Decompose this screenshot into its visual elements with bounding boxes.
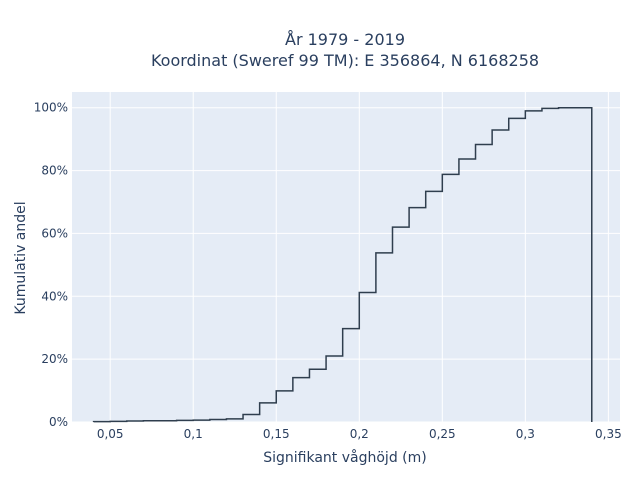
y-tick-label: 20% [41,352,68,366]
y-axis-ticks: 0% 20% 40% 60% 80% 100% [34,101,68,429]
x-tick-label: 0,3 [516,427,535,441]
y-tick-label: 0% [49,415,68,429]
x-tick-label: 0,2 [350,427,369,441]
x-tick-label: 0,05 [97,427,124,441]
y-tick-label: 100% [34,101,68,115]
cumulative-step-line [92,106,593,423]
x-tick-label: 0,1 [184,427,203,441]
x-tick-label: 0,35 [595,427,622,441]
grid-lines [72,92,620,423]
cumulative-series [92,106,593,423]
x-axis-ticks: 0,05 0,1 0,15 0,2 0,25 0,3 0,35 [97,427,622,441]
x-axis-title: Signifikant våghöjd (m) [263,449,426,466]
chart-title-line-2: Koordinat (Sweref 99 TM): E 356864, N 61… [151,51,539,70]
plot-background [72,92,620,422]
chart-title-line-1: År 1979 - 2019 [285,30,405,49]
x-tick-label: 0,25 [429,427,456,441]
y-tick-label: 40% [41,289,68,303]
y-tick-label: 80% [41,164,68,178]
plot-area [72,92,620,422]
y-tick-label: 60% [41,226,68,240]
y-axis-title: Kumulativ andel [13,201,29,314]
x-tick-label: 0,15 [263,427,290,441]
